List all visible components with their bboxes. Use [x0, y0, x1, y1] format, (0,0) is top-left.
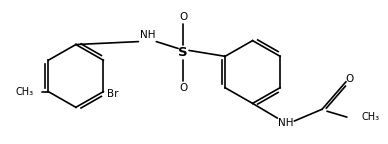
Text: S: S	[178, 46, 188, 59]
Text: NH: NH	[140, 30, 155, 40]
Text: Br: Br	[107, 89, 119, 99]
Text: NH: NH	[277, 118, 293, 128]
Text: O: O	[179, 12, 187, 22]
Text: CH₃: CH₃	[15, 87, 33, 97]
Text: O: O	[179, 83, 187, 93]
Text: O: O	[346, 74, 354, 84]
Text: CH₃: CH₃	[362, 112, 380, 122]
